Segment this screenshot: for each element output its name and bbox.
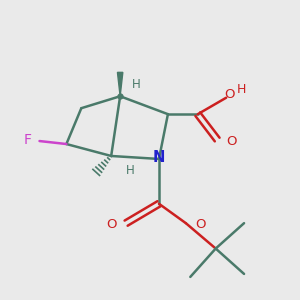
Text: H: H [132,78,141,92]
Text: H: H [237,83,246,96]
Text: O: O [195,218,206,231]
Polygon shape [118,72,123,96]
Text: O: O [224,88,234,101]
Text: F: F [24,133,32,146]
Text: H: H [126,164,135,177]
Text: N: N [153,150,165,165]
Text: O: O [226,134,237,148]
Text: O: O [106,218,117,231]
